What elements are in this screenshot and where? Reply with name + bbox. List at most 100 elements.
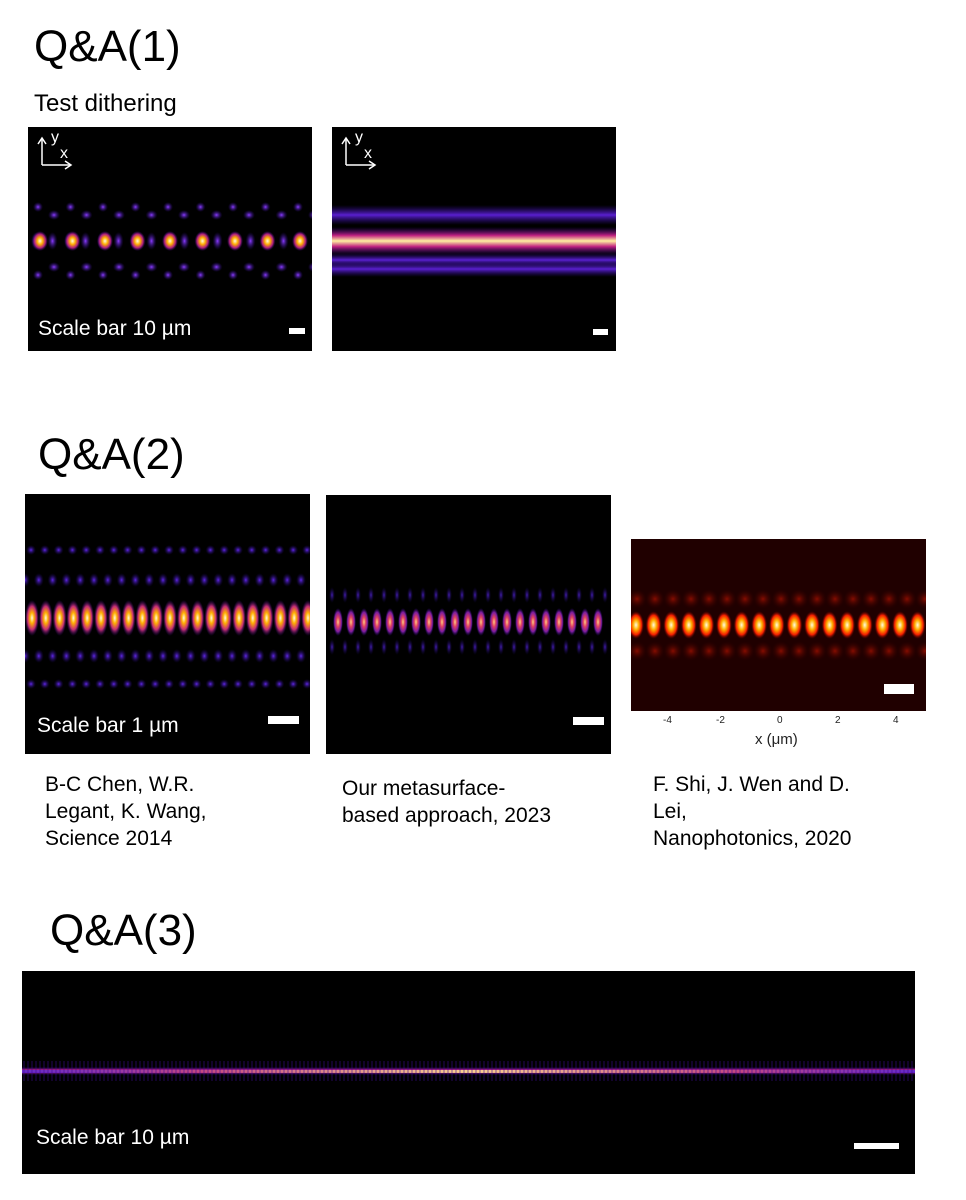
lattice-peak <box>541 608 551 636</box>
lattice-spot <box>47 232 58 250</box>
lattice-peak <box>698 611 715 639</box>
lattice-peak <box>463 608 473 636</box>
lattice-side-spot <box>205 679 216 689</box>
lattice-pattern-image <box>631 539 926 711</box>
lattice-side-spot <box>130 270 141 280</box>
lattice-side-spot <box>108 679 119 689</box>
lattice-peak <box>64 231 81 251</box>
side-lobe <box>825 641 845 661</box>
side-lobe-band <box>332 205 616 225</box>
lattice-side-spot <box>210 262 223 272</box>
lattice-side-spot <box>233 545 243 555</box>
lattice-side-spot <box>274 545 285 555</box>
lattice-side-spot <box>243 210 255 220</box>
lattice-side-spot <box>576 639 582 655</box>
side-lobe <box>789 589 809 609</box>
lattice-side-spot <box>122 545 133 555</box>
lattice-spot <box>146 232 157 250</box>
lattice-side-spot <box>329 639 335 655</box>
lattice-peak <box>194 231 211 251</box>
lattice-peak <box>437 608 447 636</box>
lattice-side-spot <box>282 649 293 663</box>
side-lobe <box>735 641 755 661</box>
lattice-side-spot <box>67 545 78 555</box>
lattice-side-spot <box>433 639 439 655</box>
lattice-peak <box>94 600 108 636</box>
lattice-peak <box>786 611 803 639</box>
lattice-side-spot <box>199 649 210 663</box>
lattice-side-spot <box>61 649 72 663</box>
lattice-side-spot <box>178 262 190 272</box>
lattice-side-spot <box>163 270 173 280</box>
scale-bar <box>268 716 299 724</box>
scale-bar <box>593 329 608 335</box>
x-axis-ticks: -4 -2 0 2 4 x (μm) <box>631 711 926 751</box>
lattice-peak <box>32 231 48 251</box>
lattice-side-spot <box>537 587 543 603</box>
lattice-side-spot <box>47 649 58 663</box>
lattice-peak <box>909 611 926 639</box>
side-lobe <box>663 641 683 661</box>
lattice-side-spot <box>48 262 60 272</box>
axis-label-x: x <box>364 145 372 162</box>
lattice-side-spot <box>407 587 413 603</box>
side-lobe <box>879 589 899 609</box>
lattice-peak <box>733 611 750 639</box>
lattice-peak <box>162 231 178 251</box>
lattice-side-spot <box>342 587 348 603</box>
lattice-side-spot <box>205 545 216 555</box>
lattice-side-spot <box>191 679 202 689</box>
side-lobe <box>753 589 773 609</box>
tick-label: 2 <box>835 715 841 726</box>
lattice-peak <box>245 600 260 636</box>
lattice-side-spot <box>158 573 168 587</box>
axis-label-y: y <box>51 129 59 146</box>
lattice-side-spot <box>511 639 517 655</box>
lattice-peak <box>593 608 603 636</box>
lattice-side-spot <box>233 679 243 689</box>
lattice-side-spot <box>355 587 361 603</box>
side-lobe <box>825 589 845 609</box>
lattice-side-spot <box>102 573 113 587</box>
lattice-peak <box>663 611 680 639</box>
qa1-panel-dithered-lattice: y x Scale bar 10 µm <box>28 127 312 351</box>
lattice-side-spot <box>293 202 303 212</box>
lattice-side-spot <box>213 573 224 587</box>
lattice-side-spot <box>164 679 174 689</box>
scale-bar-label: Scale bar 10 µm <box>38 317 192 340</box>
lattice-peak <box>372 608 382 636</box>
lattice-peak <box>218 600 233 636</box>
lattice-side-spot <box>420 639 426 655</box>
lattice-side-spot <box>589 587 595 603</box>
lattice-side-spot <box>254 649 265 663</box>
lattice-side-spot <box>144 649 155 663</box>
lattice-pattern-image <box>329 587 608 655</box>
lattice-side-spot <box>296 573 306 587</box>
lattice-side-spot <box>130 202 141 212</box>
section-heading-qa2: Q&A(2) <box>38 430 185 479</box>
lattice-peak <box>346 608 356 636</box>
lattice-peak <box>411 608 421 636</box>
qa1-panel-dithered-sheet: y x <box>332 127 616 351</box>
side-lobe <box>753 641 773 661</box>
lattice-side-spot <box>524 639 530 655</box>
lattice-peak <box>476 608 486 636</box>
lattice-side-spot <box>459 587 465 603</box>
lattice-peak <box>359 608 369 636</box>
lattice-side-spot <box>130 573 141 587</box>
scale-bar <box>854 1143 899 1149</box>
tick-label: 4 <box>893 715 899 726</box>
lattice-side-spot <box>150 545 161 555</box>
lattice-spot <box>179 232 190 250</box>
lattice-side-spot <box>550 587 556 603</box>
lattice-side-spot <box>95 545 105 555</box>
lattice-side-spot <box>80 210 93 220</box>
axis-label-y: y <box>355 129 363 146</box>
lattice-side-spot <box>246 679 257 689</box>
qa2-panel-shi-lattice <box>631 539 926 711</box>
lattice-side-spot <box>164 545 174 555</box>
section-subheading-test-dithering: Test dithering <box>34 90 177 117</box>
lattice-side-spot <box>602 639 608 655</box>
lattice-side-spot <box>25 573 30 587</box>
lattice-side-spot <box>130 649 141 663</box>
